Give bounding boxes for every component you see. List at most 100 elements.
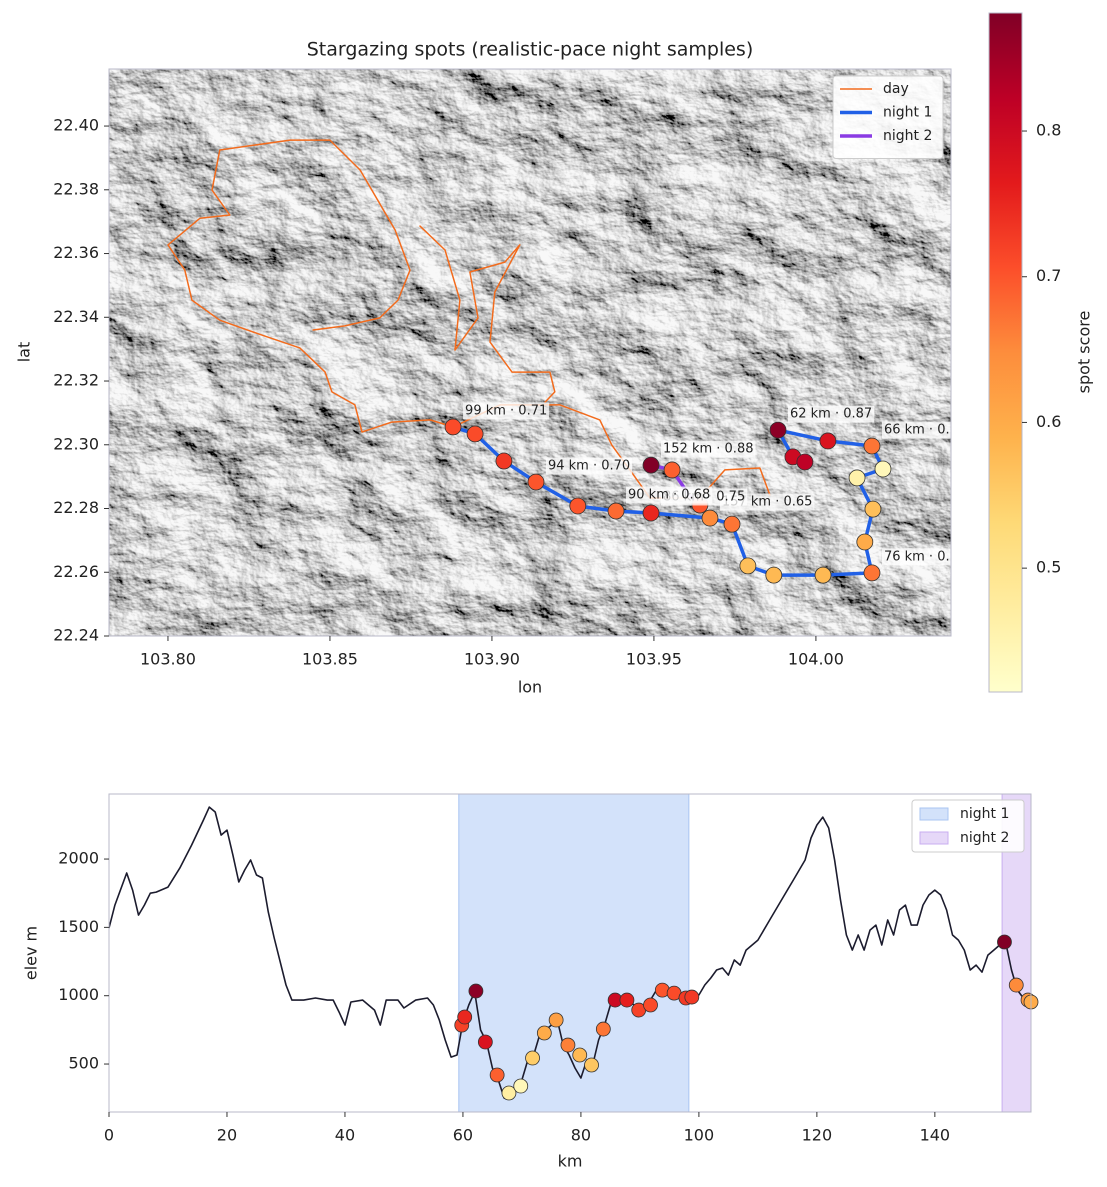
x-tick-label: 60 (453, 1126, 473, 1145)
x-tick-label: 20 (217, 1126, 237, 1145)
spot-marker (814, 566, 832, 584)
y-tick-label: 2000 (58, 849, 99, 868)
colorbar-tick-label: 0.7 (1036, 266, 1061, 285)
y-tick-label: 22.40 (53, 116, 99, 135)
x-tick-label: 40 (335, 1126, 355, 1145)
spot-label: 76 km · 0.67 (884, 549, 966, 564)
x-tick-label: 140 (920, 1126, 951, 1145)
plot-area (109, 794, 1031, 1112)
spot-marker (466, 425, 484, 443)
spot-marker (863, 564, 881, 582)
spot-marker (819, 432, 837, 450)
legend-label: night 2 (883, 128, 932, 144)
y-tick-label: 1000 (58, 985, 99, 1004)
spot-label: 66 km · 0.67 (884, 423, 966, 438)
spot-marker (569, 497, 587, 515)
label-background (626, 486, 713, 504)
y-tick-label: 22.30 (53, 434, 99, 453)
spot-marker (765, 566, 783, 584)
y-tick-label: 22.32 (53, 371, 99, 390)
legend-label: night 1 (883, 105, 932, 121)
spot-marker (796, 453, 814, 471)
x-tick-label: 103.85 (302, 650, 358, 669)
spot-marker (489, 1067, 505, 1083)
route-line (451, 425, 885, 577)
legend-label: day (883, 81, 909, 97)
spot-label: 94 km · 0.70 (548, 459, 630, 474)
label-background (545, 457, 633, 475)
spot-marker (457, 1009, 473, 1025)
spot-marker (997, 934, 1012, 950)
y-tick-label: 22.36 (53, 243, 99, 262)
y-tick-label: 22.34 (53, 307, 99, 326)
map-title: Stargazing spots (realistic-pace night s… (307, 39, 754, 61)
y-tick-label: 500 (68, 1054, 99, 1073)
label-background (463, 402, 550, 420)
legend-swatch (919, 831, 949, 845)
spot-marker (643, 997, 658, 1013)
y-axis-label: elev m (22, 926, 41, 980)
y-tick-label: 22.28 (53, 498, 99, 517)
spot-marker (536, 1025, 552, 1041)
spot-label: 62 km · 0.87 (790, 407, 872, 422)
hillshade (109, 69, 951, 636)
spot-marker (468, 983, 484, 999)
y-tick-label: 22.26 (53, 562, 99, 581)
y-tick-label: 1500 (58, 917, 99, 936)
spot-marker (501, 1085, 517, 1101)
spot-marker (572, 1047, 588, 1063)
spot-marker (848, 469, 866, 487)
spot-marker (619, 992, 635, 1008)
spot-marker (723, 515, 741, 533)
spot-marker (525, 1050, 540, 1066)
label-background (881, 548, 951, 566)
x-tick-label: 80 (571, 1126, 591, 1145)
spot-marker (495, 452, 513, 470)
spot-marker (444, 418, 462, 436)
label-background (881, 421, 951, 439)
axes-frame (108, 793, 1032, 1113)
spot-label: 99 km · 0.71 (465, 403, 547, 418)
spot-marker (642, 504, 660, 522)
x-axis-label: lon (518, 678, 542, 697)
spot-marker (595, 1021, 611, 1037)
x-tick-label: 104.00 (788, 650, 844, 669)
colorbar-tick-label: 0.8 (1036, 121, 1061, 140)
x-tick-label: 103.95 (626, 650, 682, 669)
colorbar (988, 12, 1023, 693)
x-tick-label: 100 (684, 1126, 715, 1145)
spot-marker (863, 437, 881, 455)
spot-marker (642, 456, 660, 474)
axes-frame (108, 68, 952, 637)
route-line (167, 139, 771, 499)
y-axis-label: lat (15, 342, 34, 363)
x-axis-label: km (558, 1152, 583, 1171)
spot-marker (527, 473, 545, 491)
label-background (661, 440, 756, 458)
y-tick-label: 22.24 (53, 626, 99, 645)
spot-marker (856, 533, 874, 551)
spot-marker (477, 1034, 493, 1050)
spot-marker (548, 1012, 564, 1028)
spot-marker (864, 500, 882, 518)
spot-marker (684, 989, 700, 1005)
y-tick-label: 22.38 (53, 179, 99, 198)
legend-label: night 2 (960, 830, 1009, 846)
spot-marker (769, 421, 787, 439)
colorbar-tick-label: 0.5 (1036, 558, 1061, 577)
spot-marker (701, 509, 719, 527)
x-tick-label: 0 (104, 1126, 114, 1145)
spot-marker (874, 460, 892, 478)
legend-swatch (919, 807, 949, 821)
spot-marker (1008, 977, 1024, 993)
spot-label: 152 km · 0.88 (663, 442, 753, 457)
spot-marker (607, 502, 625, 520)
spot-marker (513, 1078, 529, 1094)
x-tick-label: 103.90 (464, 650, 520, 669)
legend-box (832, 75, 944, 159)
colorbar-tick-label: 0.6 (1036, 412, 1061, 431)
legend-label: night 1 (960, 806, 1009, 822)
spot-marker (739, 557, 757, 575)
